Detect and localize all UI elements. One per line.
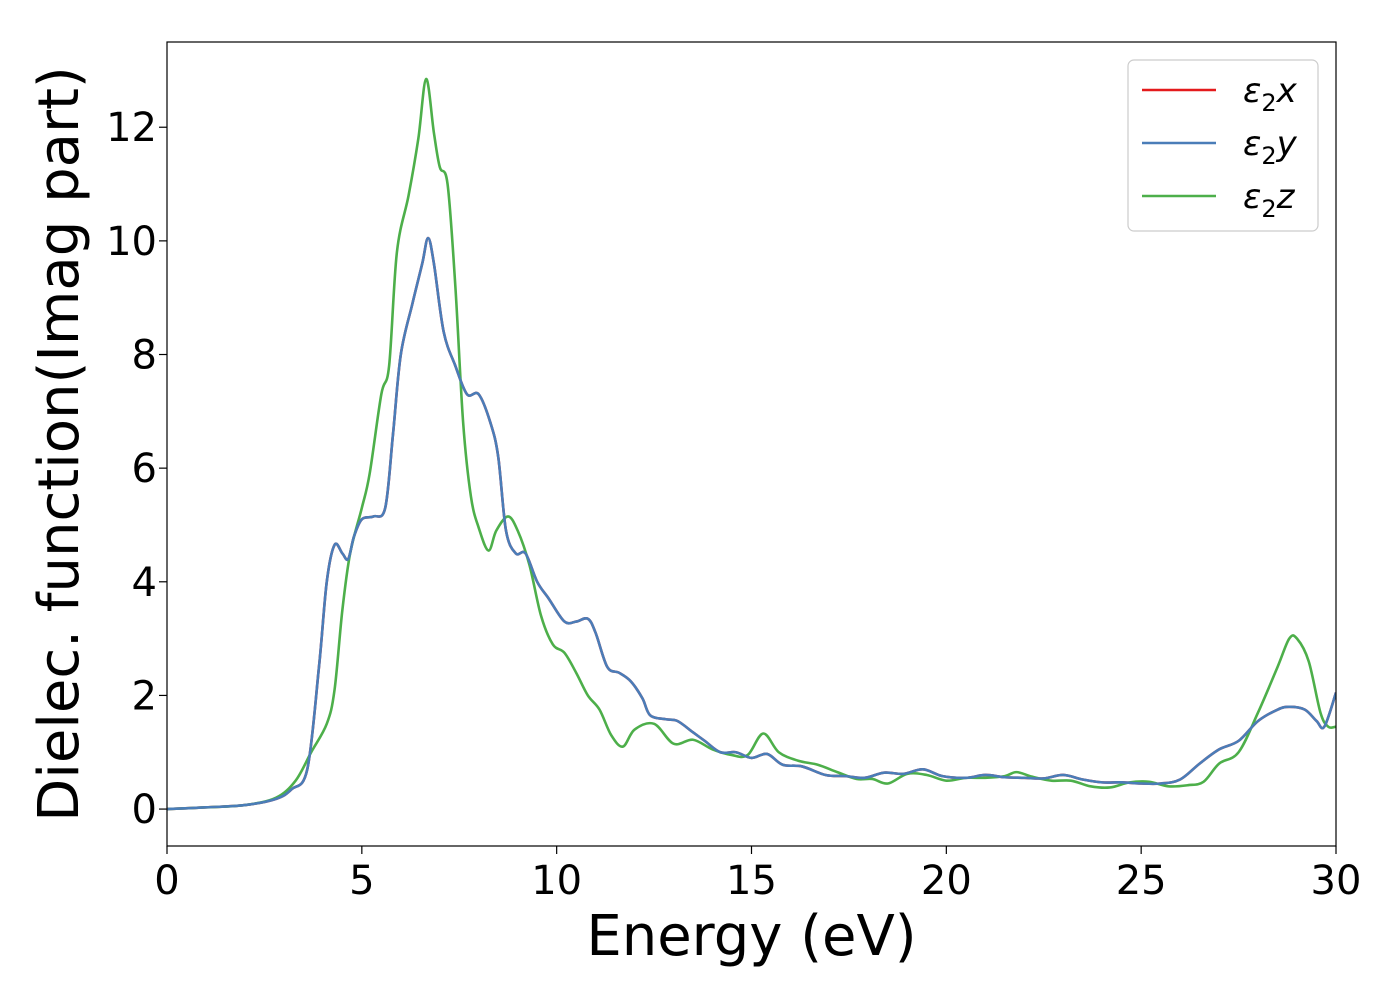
y-tick-label: 10 (106, 219, 157, 265)
x-tick-label: 30 (1311, 858, 1362, 904)
legend-label-z: ε2z (1243, 177, 1296, 223)
legend-label-x: ε2x (1243, 71, 1298, 117)
y-tick-label: 4 (132, 560, 157, 606)
x-tick-label: 20 (921, 858, 972, 904)
y-tick-label: 6 (132, 446, 157, 492)
series-layer (167, 77, 1336, 811)
x-axis-ticks: 0 5 10 15 20 25 30 (154, 846, 1361, 904)
legend: ε2x ε2y ε2z (1127, 59, 1319, 232)
y-axis-label: Dielec. function(Imag part) (27, 66, 92, 822)
series-line-z (167, 77, 1336, 811)
y-axis-ticks: 0 2 4 6 8 10 12 (106, 105, 167, 833)
x-tick-label: 0 (154, 858, 179, 904)
legend-label-y: ε2y (1243, 124, 1298, 170)
y-tick-label: 2 (132, 673, 157, 719)
legend-box (1127, 59, 1319, 232)
x-axis-label: Energy (eV) (586, 904, 916, 969)
series-line-x (167, 236, 1336, 811)
y-tick-label: 8 (132, 333, 157, 379)
x-tick-label: 5 (349, 858, 374, 904)
y-tick-label: 0 (132, 787, 157, 833)
x-tick-label: 15 (726, 858, 777, 904)
x-tick-label: 25 (1116, 858, 1167, 904)
x-tick-label: 10 (531, 858, 582, 904)
y-tick-label: 12 (106, 105, 157, 151)
series-line-y (167, 236, 1336, 811)
